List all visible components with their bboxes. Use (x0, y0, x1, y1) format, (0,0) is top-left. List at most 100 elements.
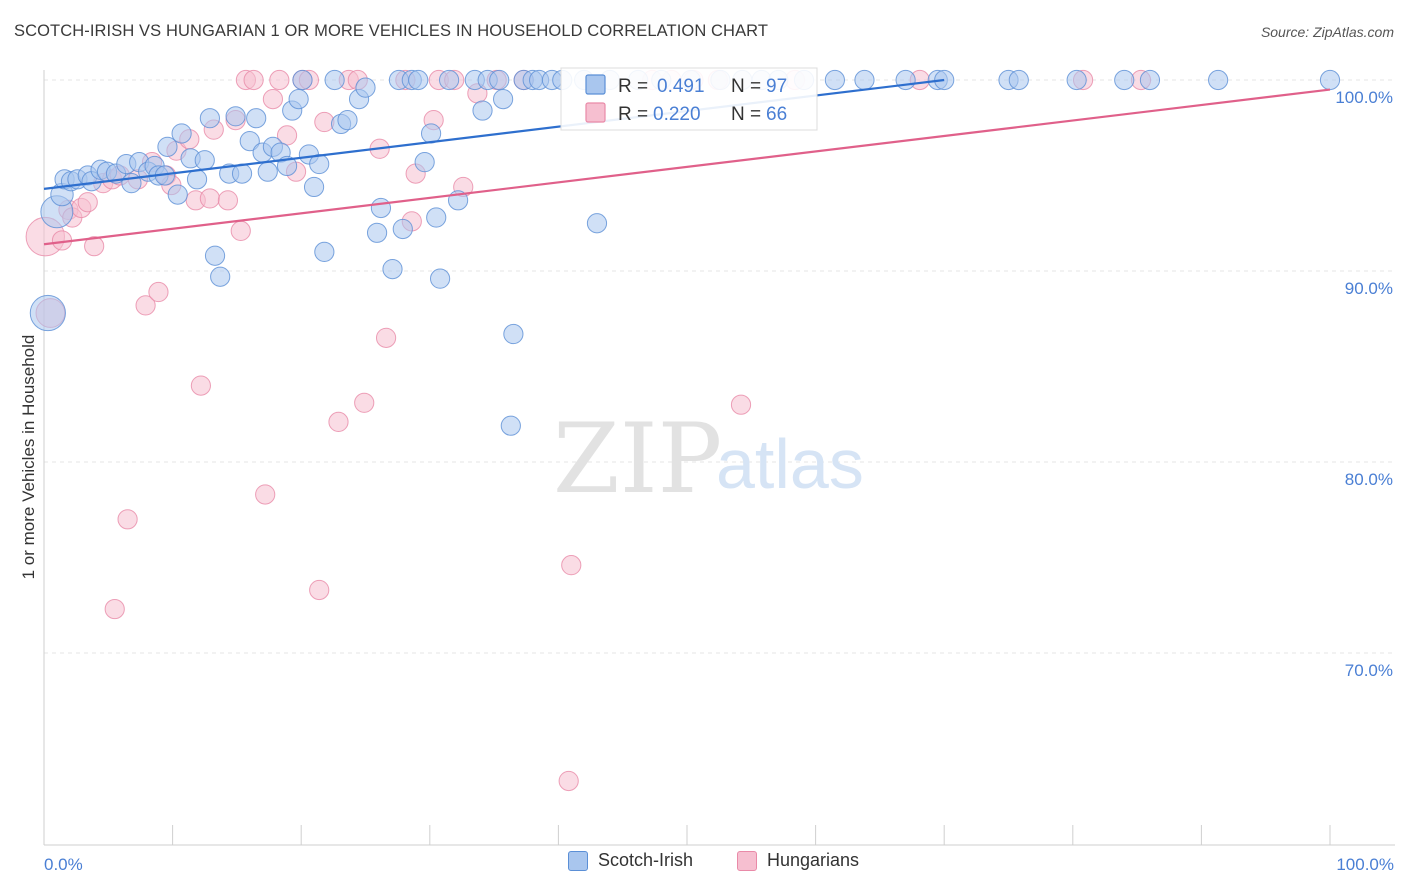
hungarians-point (135, 295, 156, 316)
y-tick-label: 70.0% (1345, 661, 1393, 680)
hungarians-point (77, 192, 98, 213)
scotch-irish-point (303, 176, 325, 198)
stats-legend-n-value: 66 (766, 104, 787, 125)
scotch-irish-point (157, 136, 178, 157)
scotch-irish-point (1208, 69, 1229, 91)
hungarians-point (354, 392, 375, 413)
scotch-irish-point (204, 245, 226, 266)
hungarians-point (255, 484, 276, 505)
legend-label-scotch-irish: Scotch-Irish (598, 850, 694, 870)
hungarians-point (314, 111, 335, 133)
y-tick-label: 100.0% (1335, 88, 1393, 107)
scotch-irish-point (324, 69, 345, 91)
stats-legend-r-label: R = (618, 104, 648, 125)
scotch-irish-point (429, 268, 451, 289)
scotch-irish-point (1319, 69, 1341, 91)
x-tick-label-max: 100.0% (1336, 855, 1394, 874)
hungarians-point (217, 190, 238, 211)
scotch-irish-point (500, 415, 521, 436)
watermark-zip-text: ZIP (553, 403, 722, 515)
watermark-atlas-text: atlas (716, 425, 864, 503)
hungarians-trend-line (43, 88, 1331, 246)
scotch-irish-point (414, 152, 435, 173)
scotch-irish-point (382, 258, 403, 280)
scotch-irish-point (309, 153, 330, 175)
scotch-irish-point (171, 123, 192, 144)
scotch-irish-point (408, 69, 429, 91)
series-legend: Scotch-Irish Hungarians (0, 850, 1406, 880)
scotch-irish-point (370, 197, 392, 219)
legend-item-hungarians: Hungarians (737, 850, 859, 871)
scotch-irish-point (29, 294, 66, 332)
hungarians-point (730, 394, 752, 415)
stats-legend-n-label: N = (731, 104, 761, 125)
hungarians-point (375, 327, 397, 348)
scotch-irish-point (292, 69, 313, 91)
hungarians-point (104, 598, 125, 620)
stats-legend-n-label: N = (731, 76, 761, 97)
scotch-irish-point (366, 222, 388, 243)
scotch-irish-point (186, 169, 208, 190)
scotch-irish-point (288, 89, 309, 110)
scotch-irish-point (586, 213, 608, 234)
hungarians-point (243, 69, 264, 91)
watermark: ZIP atlas (553, 403, 864, 515)
hungarians-point (84, 236, 105, 257)
scotch-irish-point (314, 241, 335, 262)
scotch-irish-point (503, 323, 524, 345)
scotch-irish-point (854, 69, 875, 91)
scotch-irish-point (167, 184, 188, 205)
scotch-irish-point (426, 207, 447, 228)
scotch-irish-point (355, 77, 376, 98)
scotch-irish-point (1114, 69, 1135, 91)
hungarians-point (328, 411, 349, 432)
stats-legend-r-label: R = (618, 76, 648, 97)
scotch-irish-point (246, 108, 267, 129)
y-tick-label: 90.0% (1345, 279, 1393, 298)
scotch-irish-point (199, 108, 220, 129)
stats-legend-swatch-scotch-irish (585, 74, 606, 95)
scotch-irish-point (392, 218, 413, 240)
stats-legend: R = 0.491 N = 97 R = 0.220 N = 66 (560, 67, 818, 131)
hungarians-point (148, 281, 169, 303)
scotch-irish-point (438, 69, 460, 91)
scotch-irish-point (824, 69, 845, 91)
chart-title: SCOTCH-IRISH VS HUNGARIAN 1 OR MORE VEHI… (14, 22, 769, 40)
hungarians-point (561, 555, 582, 576)
stats-legend-swatch-hungarians (585, 102, 606, 123)
scotch-irish-point (472, 100, 493, 121)
stats-legend-r-value: 0.491 (657, 76, 705, 97)
x-tick-label-min: 0.0% (44, 855, 83, 874)
scotch-irish-point (489, 69, 510, 91)
legend-label-hungarians: Hungarians (767, 850, 860, 870)
scotch-irish-point (194, 150, 215, 171)
stats-legend-n-value: 97 (766, 76, 787, 97)
scotch-irish-point (493, 89, 514, 110)
hungarians-point (117, 509, 138, 530)
scotch-irish-point (895, 69, 916, 91)
y-axis-ticks: 70.0% 80.0% 90.0% 100.0% (1335, 88, 1393, 680)
scotch-irish-point (225, 106, 246, 127)
hungarians-point (269, 69, 290, 91)
y-tick-label: 80.0% (1345, 470, 1393, 489)
legend-item-scotch-irish: Scotch-Irish (568, 850, 693, 871)
hungarians-point (230, 220, 251, 241)
scotch-irish-point (210, 266, 231, 287)
hungarians-point (199, 188, 220, 209)
scotch-irish-point (257, 161, 278, 182)
scotch-irish-point (231, 163, 253, 184)
axes (43, 70, 1395, 846)
hungarians-point (309, 579, 330, 601)
hungarians-point (190, 375, 211, 396)
scotch-irish-point (1008, 69, 1029, 91)
stats-legend-r-value: 0.220 (653, 104, 701, 125)
source-label: Source: ZipAtlas.com (1260, 24, 1394, 40)
scotch-irish-point (239, 131, 260, 152)
hungarians-point (558, 770, 579, 792)
scotch-irish-point (1139, 69, 1161, 91)
y-axis-label: 1 or more Vehicles in Household (19, 335, 38, 580)
hungarians-point (262, 89, 284, 110)
scotch-irish-point (1066, 69, 1087, 91)
scotch-irish-point (337, 110, 358, 131)
